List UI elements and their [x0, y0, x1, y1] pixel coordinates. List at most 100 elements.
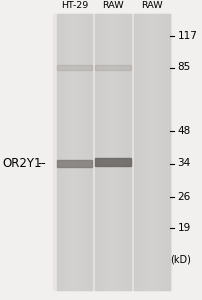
Bar [147, 14, 148, 290]
Bar [113, 14, 114, 290]
Bar [70, 14, 71, 290]
Text: (kD): (kD) [169, 254, 190, 265]
Bar [57, 65, 92, 70]
Bar [146, 14, 147, 290]
Bar [87, 14, 88, 290]
Bar [133, 14, 134, 290]
Bar [112, 14, 113, 290]
Text: HT-29: HT-29 [61, 1, 88, 10]
Bar [129, 14, 130, 290]
Bar [98, 14, 99, 290]
Bar [137, 14, 138, 290]
Bar [166, 14, 167, 290]
Bar [141, 14, 142, 290]
Bar [83, 14, 84, 290]
Bar [143, 14, 144, 290]
Bar [121, 14, 122, 290]
Bar [84, 14, 85, 290]
Bar [135, 14, 136, 290]
Bar [104, 14, 105, 290]
Bar [53, 14, 170, 290]
Bar [125, 14, 126, 290]
Bar [122, 14, 123, 290]
Bar [127, 14, 128, 290]
Text: RAW: RAW [140, 1, 162, 10]
Bar [68, 14, 69, 290]
Bar [106, 14, 107, 290]
Bar [161, 14, 162, 290]
Bar [144, 14, 145, 290]
Text: 34: 34 [177, 158, 190, 169]
Bar [67, 14, 68, 290]
Bar [108, 14, 109, 290]
Text: 117: 117 [177, 31, 197, 41]
Text: --: -- [37, 157, 46, 170]
Bar [78, 14, 79, 290]
Bar [117, 14, 118, 290]
Bar [128, 14, 129, 290]
Bar [114, 14, 115, 290]
Bar [110, 14, 111, 290]
Bar [159, 14, 160, 290]
Text: RAW: RAW [102, 1, 123, 10]
Bar [100, 14, 101, 290]
Bar [74, 14, 75, 290]
Text: OR2Y1: OR2Y1 [2, 157, 41, 170]
Bar [97, 14, 98, 290]
Bar [69, 14, 70, 290]
Bar [160, 14, 161, 290]
Bar [105, 14, 106, 290]
Bar [145, 14, 146, 290]
Bar [95, 14, 96, 290]
Bar [158, 14, 159, 290]
Text: 26: 26 [177, 191, 190, 202]
Bar [62, 14, 63, 290]
Bar [134, 14, 135, 290]
Bar [142, 14, 143, 290]
Bar [164, 14, 165, 290]
Bar [76, 14, 77, 290]
Bar [165, 14, 166, 290]
Bar [73, 14, 74, 290]
Bar [72, 14, 73, 290]
Bar [90, 14, 91, 290]
Bar [75, 14, 76, 290]
Bar [95, 65, 130, 70]
Bar [88, 14, 89, 290]
Bar [82, 14, 83, 290]
Bar [60, 14, 61, 290]
Bar [136, 14, 137, 290]
Bar [89, 14, 90, 290]
Bar [57, 160, 92, 167]
Bar [71, 14, 72, 290]
Bar [115, 14, 116, 290]
Bar [157, 14, 158, 290]
Bar [156, 14, 157, 290]
Bar [151, 14, 152, 290]
Bar [162, 14, 163, 290]
Bar [154, 14, 155, 290]
Bar [102, 14, 103, 290]
Bar [65, 14, 66, 290]
Bar [86, 14, 87, 290]
Bar [139, 14, 140, 290]
Bar [58, 14, 59, 290]
Bar [66, 14, 67, 290]
Bar [103, 14, 104, 290]
Bar [119, 14, 120, 290]
Bar [152, 14, 153, 290]
Bar [140, 14, 141, 290]
Bar [123, 14, 124, 290]
Bar [77, 14, 78, 290]
Bar [79, 14, 80, 290]
Bar [81, 14, 82, 290]
Bar [80, 14, 81, 290]
Bar [64, 14, 65, 290]
Bar [168, 14, 169, 290]
Bar [57, 14, 58, 290]
Bar [109, 14, 110, 290]
Bar [99, 14, 100, 290]
Bar [149, 14, 150, 290]
Bar [59, 14, 60, 290]
Bar [167, 14, 168, 290]
